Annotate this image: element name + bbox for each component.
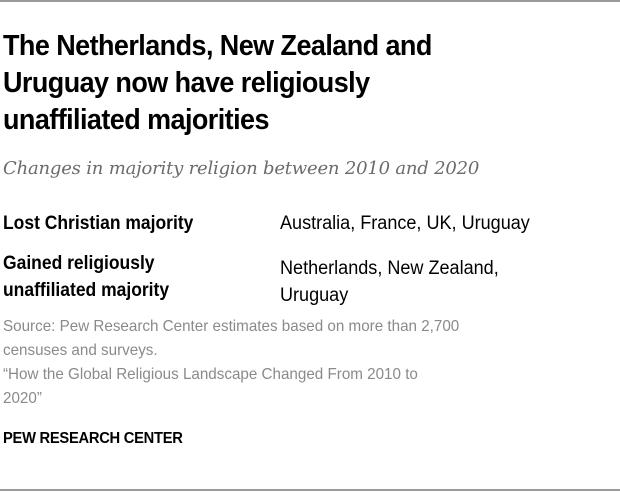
source-line: Source: Pew Research Center estimates ba…: [3, 318, 460, 335]
row-label-line: unaffiliated majority: [3, 280, 170, 301]
report-title-line: 2020”: [3, 390, 42, 407]
source-line: censuses and surveys.: [3, 342, 158, 359]
title-line: The Netherlands, New Zealand and: [3, 30, 432, 62]
row-value: Australia, France, UK, Uruguay: [280, 210, 565, 237]
title-line: Uruguay now have religiously: [3, 67, 370, 99]
chart-subtitle: Changes in majority religion between 201…: [3, 158, 480, 179]
row-value-line: Netherlands, New Zealand,: [280, 258, 499, 279]
top-rule: [0, 0, 620, 2]
title-line: unaffiliated majorities: [3, 104, 269, 136]
row-value-line: Uruguay: [280, 285, 349, 306]
brand-logo-text: PEW RESEARCH CENTER: [3, 430, 183, 447]
bottom-rule: [0, 489, 620, 491]
row-value: Netherlands, New Zealand, Uruguay: [280, 255, 565, 309]
row-value-line: Australia, France, UK, Uruguay: [280, 213, 530, 234]
row-label-line: Lost Christian majority: [3, 213, 194, 234]
row-label: Gained religiously unaffiliated majority: [3, 250, 242, 304]
row-label: Lost Christian majority: [3, 210, 242, 237]
source-note: Source: Pew Research Center estimates ba…: [3, 315, 592, 411]
report-title-line: “How the Global Religious Landscape Chan…: [3, 366, 418, 383]
row-label-line: Gained religiously: [3, 253, 155, 274]
chart-title: The Netherlands, New Zealand and Uruguay…: [3, 28, 561, 139]
